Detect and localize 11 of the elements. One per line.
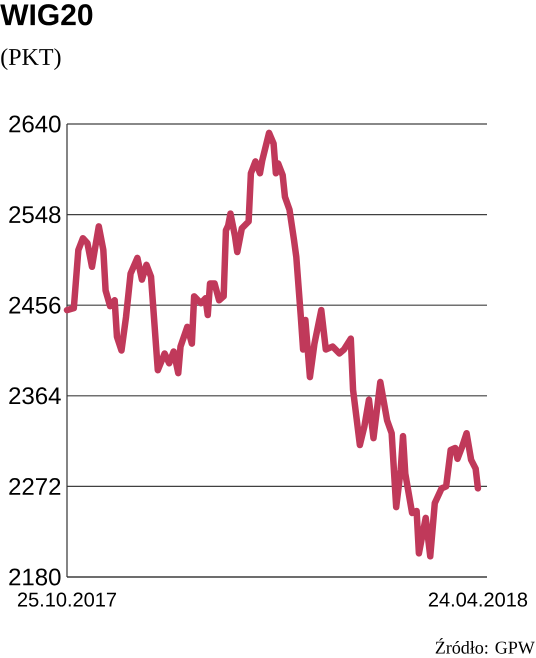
y-tick-label: 2180 [9, 568, 61, 586]
y-tick-label: 2640 [9, 116, 61, 132]
y-tick-label: 2548 [9, 206, 60, 224]
chart-subtitle: (PKT) [1, 48, 60, 70]
x-tick-label: 25.10.2017 [18, 592, 116, 607]
chart-title: WIG20 [0, 4, 92, 26]
y-tick-label: 2272 [9, 478, 60, 495]
text: Źródło: GPW [436, 638, 535, 654]
y-tick-label: 2364 [9, 387, 61, 404]
y-tick-label: 2456 [9, 296, 60, 314]
x-tick-label: 24.04.2018 [428, 592, 528, 607]
